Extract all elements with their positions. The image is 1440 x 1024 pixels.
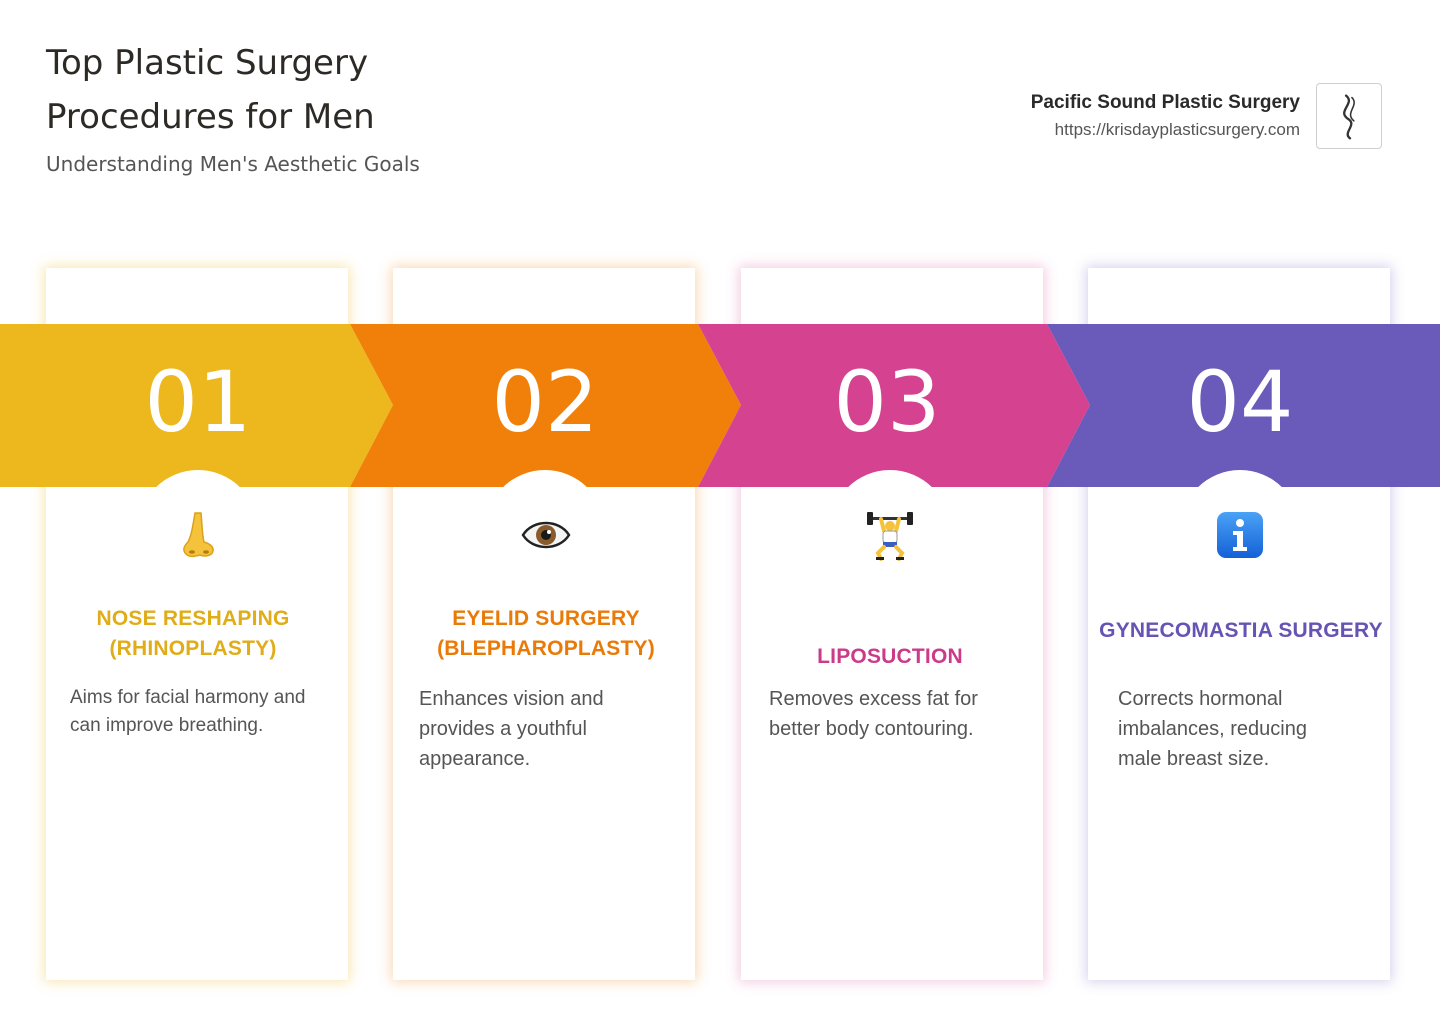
- step-description-2: Enhances vision and provides a youthful …: [419, 688, 604, 770]
- brand-block: Pacific Sound Plastic Surgery https://kr…: [1031, 90, 1300, 144]
- step-description-1: Aims for facial harmony and can improve …: [70, 687, 306, 736]
- step-description-4: Corrects hormonal imbalances, reducing m…: [1118, 688, 1307, 770]
- step-title-3: LIPOSUCTION: [817, 645, 963, 668]
- brand-url[interactable]: https://krisdayplasticsurgery.com: [1054, 120, 1300, 139]
- page-subtitle: Understanding Men's Aesthetic Goals: [46, 152, 420, 176]
- information-icon: [1200, 500, 1280, 570]
- weightlifter-icon: [850, 500, 930, 570]
- brand-name: Pacific Sound Plastic Surgery: [1030, 92, 1300, 113]
- page-title: Top Plastic Surgery Procedures for Men: [46, 43, 375, 137]
- step-title-2: EYELID SURGERY (BLEPHAROPLASTY): [437, 607, 655, 660]
- step-number-3: 03: [833, 353, 941, 451]
- step-number-4: 04: [1186, 353, 1294, 451]
- step-number-1: 01: [144, 353, 252, 451]
- wave-logo-icon: [1316, 83, 1382, 149]
- step-description-3: Removes excess fat for better body conto…: [769, 688, 978, 740]
- step-title-4: GYNECOMASTIA SURGERY: [1099, 619, 1383, 642]
- step-title-1: NOSE RESHAPING (RHINOPLASTY): [96, 607, 290, 660]
- eye-icon: [506, 500, 586, 570]
- nose-icon: [158, 500, 238, 570]
- step-number-2: 02: [491, 353, 599, 451]
